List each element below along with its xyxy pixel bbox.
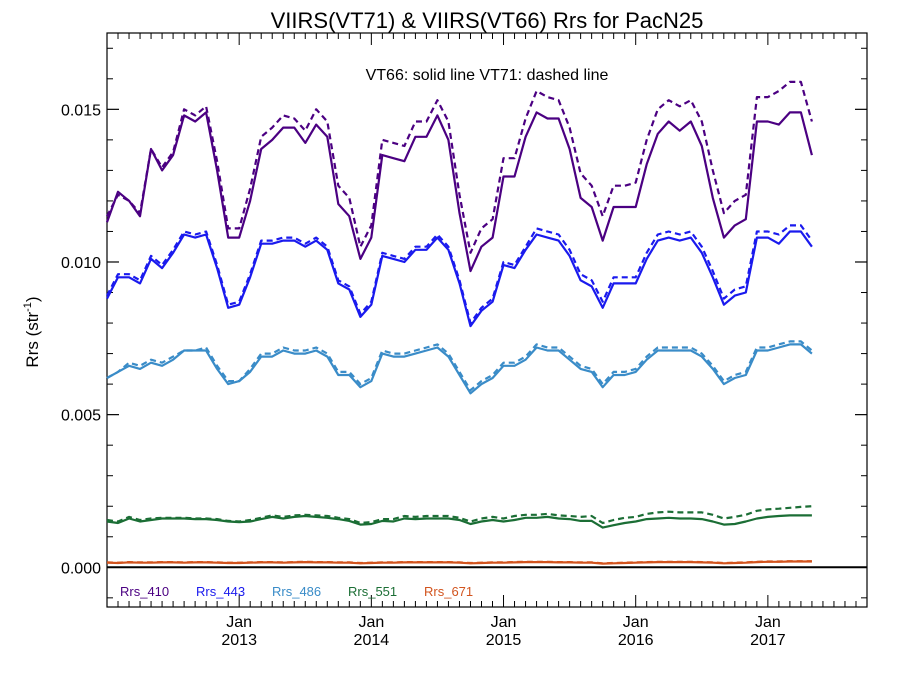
legend-rrs-443: Rrs_443: [196, 584, 245, 599]
rrs-443-vt66-solid-line: [106, 230, 813, 328]
legend-rrs-671: Rrs_671: [424, 584, 473, 599]
y-tick-label: 0.000: [61, 560, 101, 577]
x-tick-label-month: Jan: [226, 614, 252, 631]
rrs-410-vt66-solid-line: [105, 111, 813, 273]
rrs-443-vt71-dashed-line: [106, 224, 813, 325]
line-style-note: VT66: solid line VT71: dashed line: [366, 67, 609, 84]
legend-rrs-551: Rrs_551: [348, 584, 397, 599]
plot-frame: [106, 32, 868, 608]
rrs-486-vt66-solid-line: [106, 343, 813, 395]
rrs-486-vt71-dashed-line: [106, 340, 813, 392]
x-tick-label-month: Jan: [623, 614, 649, 631]
y-axis-label-main: Rrs (str: [23, 312, 42, 368]
x-tick-label-year: 2014: [354, 632, 390, 649]
y-tick-label: 0.010: [61, 255, 101, 272]
legend-rrs-486: Rrs_486: [272, 584, 321, 599]
rrs-410-vt71-dashed-line: [106, 80, 813, 254]
y-tick-label: 0.015: [61, 102, 101, 119]
y-tick-label: 0.005: [61, 408, 101, 425]
x-tick-label-year: 2016: [618, 632, 654, 649]
x-tick-label-year: 2013: [221, 632, 257, 649]
x-tick-label-year: 2015: [486, 632, 522, 649]
x-tick-label-year: 2017: [750, 632, 786, 649]
x-tick-label-month: Jan: [491, 614, 517, 631]
axis-ticks: 0.0000.0050.0100.015Jan2013Jan2014Jan201…: [61, 33, 868, 649]
x-tick-label-month: Jan: [755, 614, 781, 631]
y-axis-label-close: ): [23, 296, 42, 302]
legend: Rrs_410 Rrs_443 Rrs_486 Rrs_551 Rrs_671: [120, 584, 473, 599]
series-lines: [105, 80, 813, 565]
x-tick-label-month: Jan: [358, 614, 384, 631]
rrs-671-vt71-dashed-line: [106, 560, 812, 565]
chart-title: VIIRS(VT71) & VIIRS(VT66) Rrs for PacN25: [271, 8, 704, 33]
y-axis-label-superscript: -1: [22, 302, 34, 312]
rrs-551-vt66-solid-line: [106, 514, 812, 529]
y-axis-label: Rrs (str-1): [22, 296, 42, 367]
legend-rrs-410: Rrs_410: [120, 584, 169, 599]
